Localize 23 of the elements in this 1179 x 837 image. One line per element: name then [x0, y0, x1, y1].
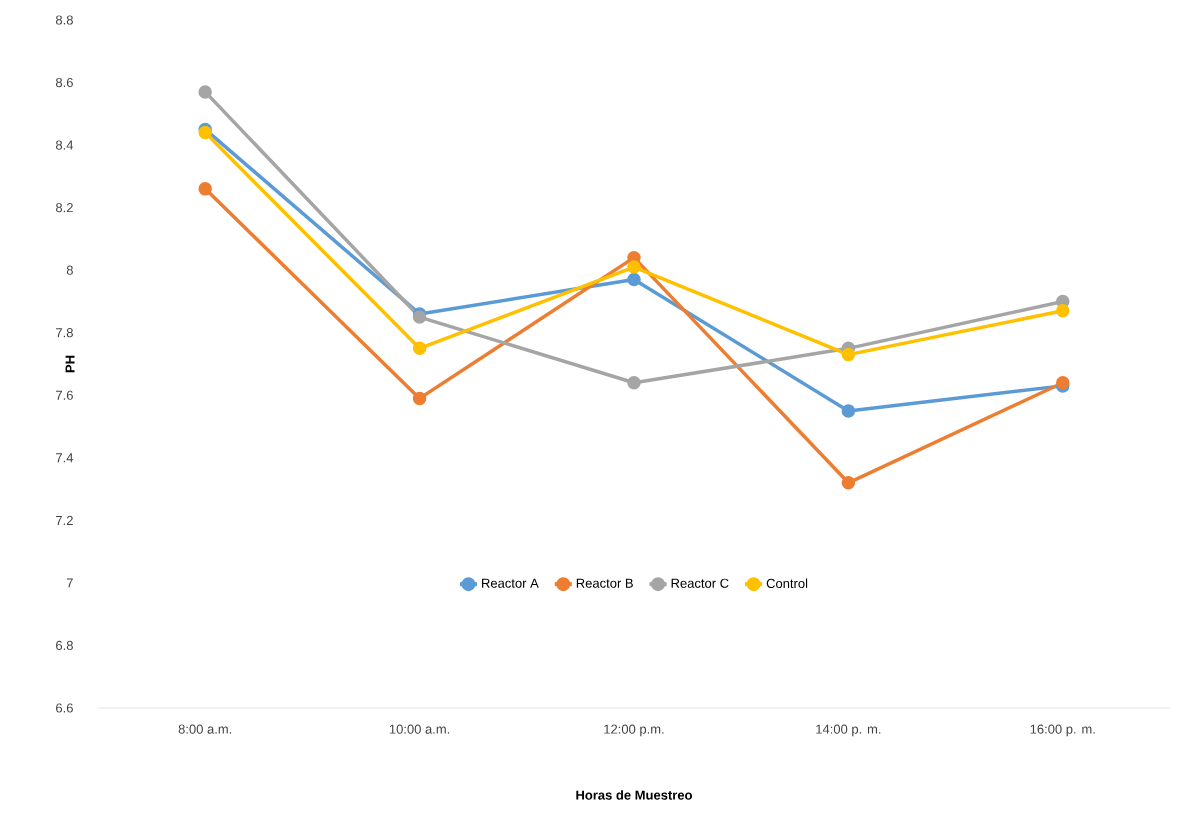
y-tick-label: 7.8 [56, 328, 73, 338]
x-tick-label: 16:00 p. m. [1030, 724, 1095, 737]
y-tick-label: 8.2 [55, 203, 73, 213]
x-tick-label: 8:00 a.m. [178, 724, 232, 734]
y-tick-label: 8.6 [55, 77, 73, 88]
y-tick-label: 7.2 [56, 515, 73, 525]
y-tick-label: 7.4 [56, 453, 74, 463]
y-tick-label: 6.8 [56, 640, 73, 651]
x-tick-label: 12:00 p.m. [604, 724, 664, 737]
y-tick-label: 8 [66, 265, 73, 275]
y-tick-label: 7 [66, 578, 73, 588]
x-axis-title: Horas de Muestreo [576, 790, 692, 800]
y-tick-label: 7.6 [56, 390, 73, 400]
y-axis-title: PH [65, 355, 75, 373]
x-tick-label: 14:00 p. m. [816, 724, 881, 737]
y-tick-label: 6.6 [56, 703, 73, 713]
y-tick-label: 8.8 [55, 15, 73, 25]
legend-label: Reactor A [482, 578, 539, 588]
legend-label: Control [766, 578, 808, 589]
x-tick-label: 10:00 a.m. [389, 724, 450, 734]
legend-label: Reactor C [671, 578, 729, 588]
legend-label: Reactor B [576, 578, 633, 588]
y-tick-label: 8.4 [55, 140, 74, 150]
